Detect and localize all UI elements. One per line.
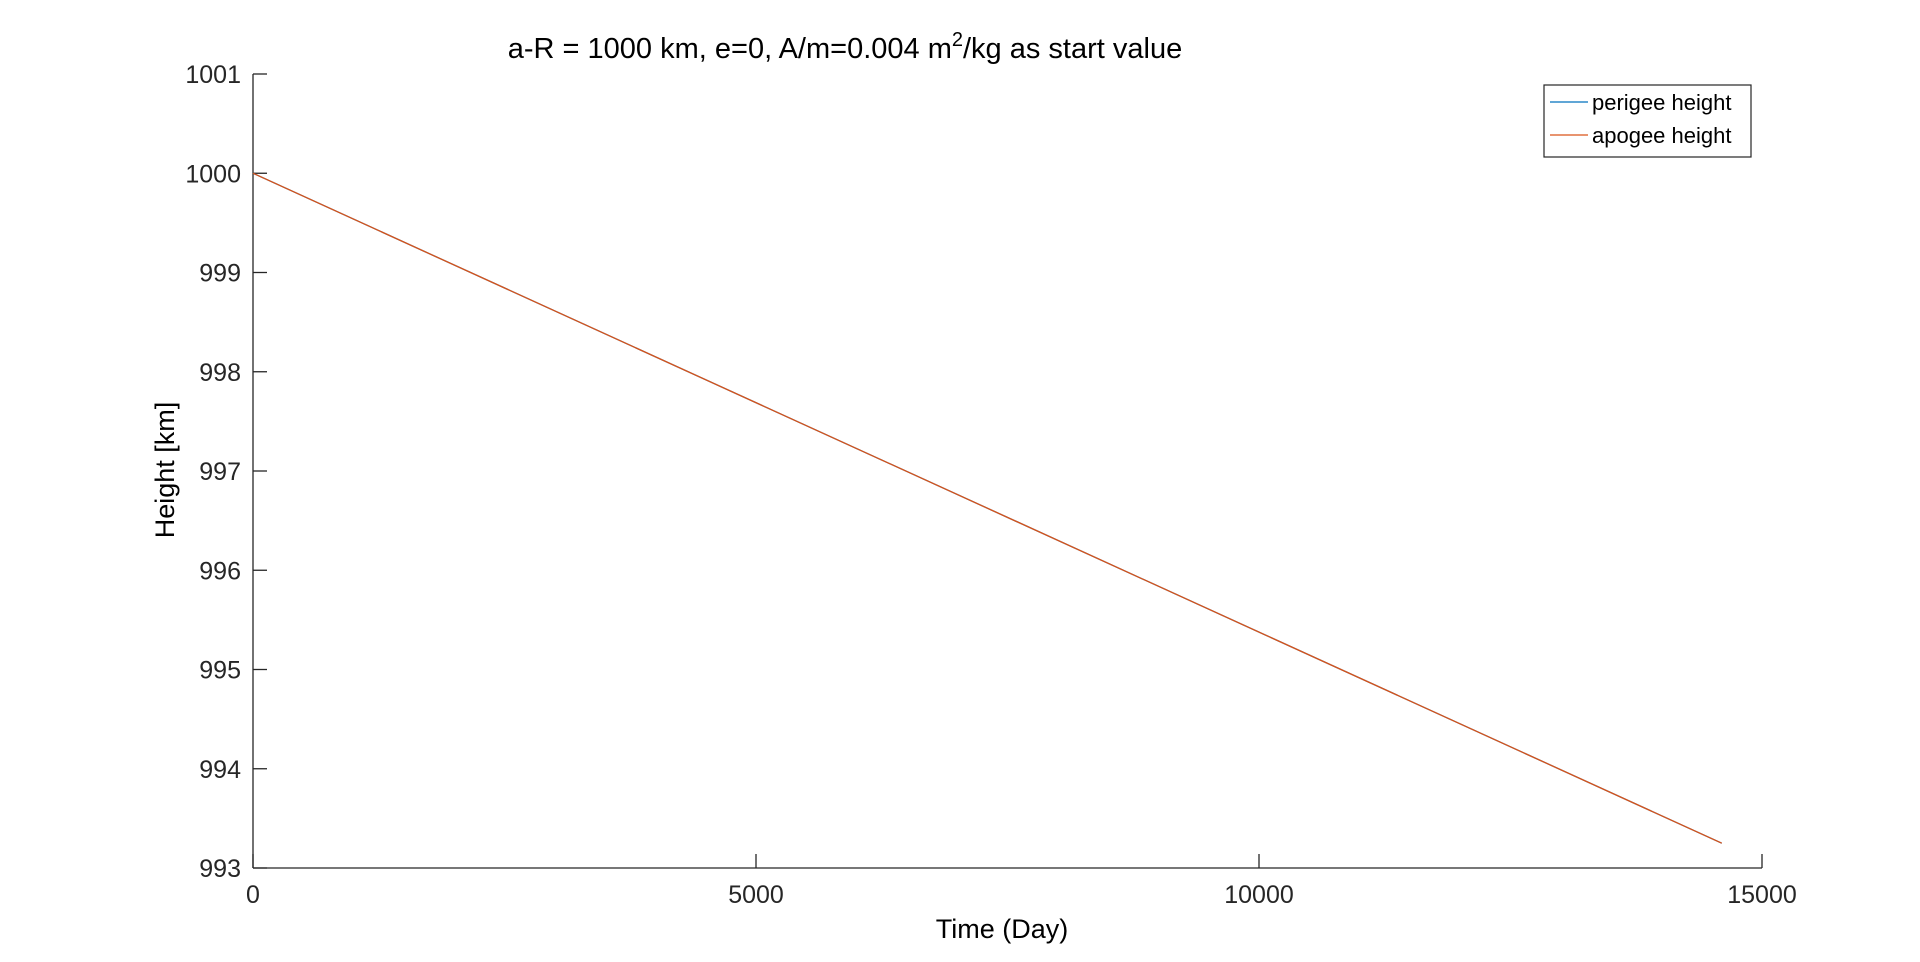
chart-title-superscript: 2 — [952, 29, 963, 51]
y-tick-label: 997 — [199, 458, 241, 486]
x-axis-label: Time (Day) — [936, 914, 1069, 944]
y-tick-label: 995 — [199, 657, 241, 685]
legend-label: apogee height — [1592, 123, 1731, 148]
y-tick-label: 998 — [199, 359, 241, 387]
y-tick-label: 994 — [199, 756, 241, 784]
x-tick-label: 5000 — [728, 881, 784, 909]
chart-title: a-R = 1000 km, e=0, A/m=0.004 m2/kg as s… — [508, 29, 1182, 65]
y-tick-label: 999 — [199, 260, 241, 288]
legend-box — [1543, 84, 1752, 158]
plot-axes: 0 5000 10000 15000 993 994 995 996 997 998 999 1000… — [185, 61, 1796, 909]
y-tick-label: 993 — [199, 855, 241, 883]
chart-title-main: a-R = 1000 km, e=0, A/m=0.004 m — [508, 33, 952, 65]
y-tick-label: 1000 — [185, 160, 241, 188]
x-tick-label: 15000 — [1727, 881, 1797, 909]
y-tick-label: 1001 — [185, 61, 241, 89]
y-tick-label: 996 — [199, 557, 241, 585]
chart-title-tail: /kg as start value — [963, 33, 1182, 65]
series-line — [252, 172, 1723, 844]
x-tick-label: 0 — [246, 881, 260, 909]
legend: perigee height apogee height — [1543, 84, 1752, 158]
y-axis-label: Height [km] — [150, 402, 180, 539]
x-tick-label: 10000 — [1224, 881, 1294, 909]
series-layer — [252, 172, 1723, 844]
legend-label: perigee height — [1592, 90, 1731, 115]
